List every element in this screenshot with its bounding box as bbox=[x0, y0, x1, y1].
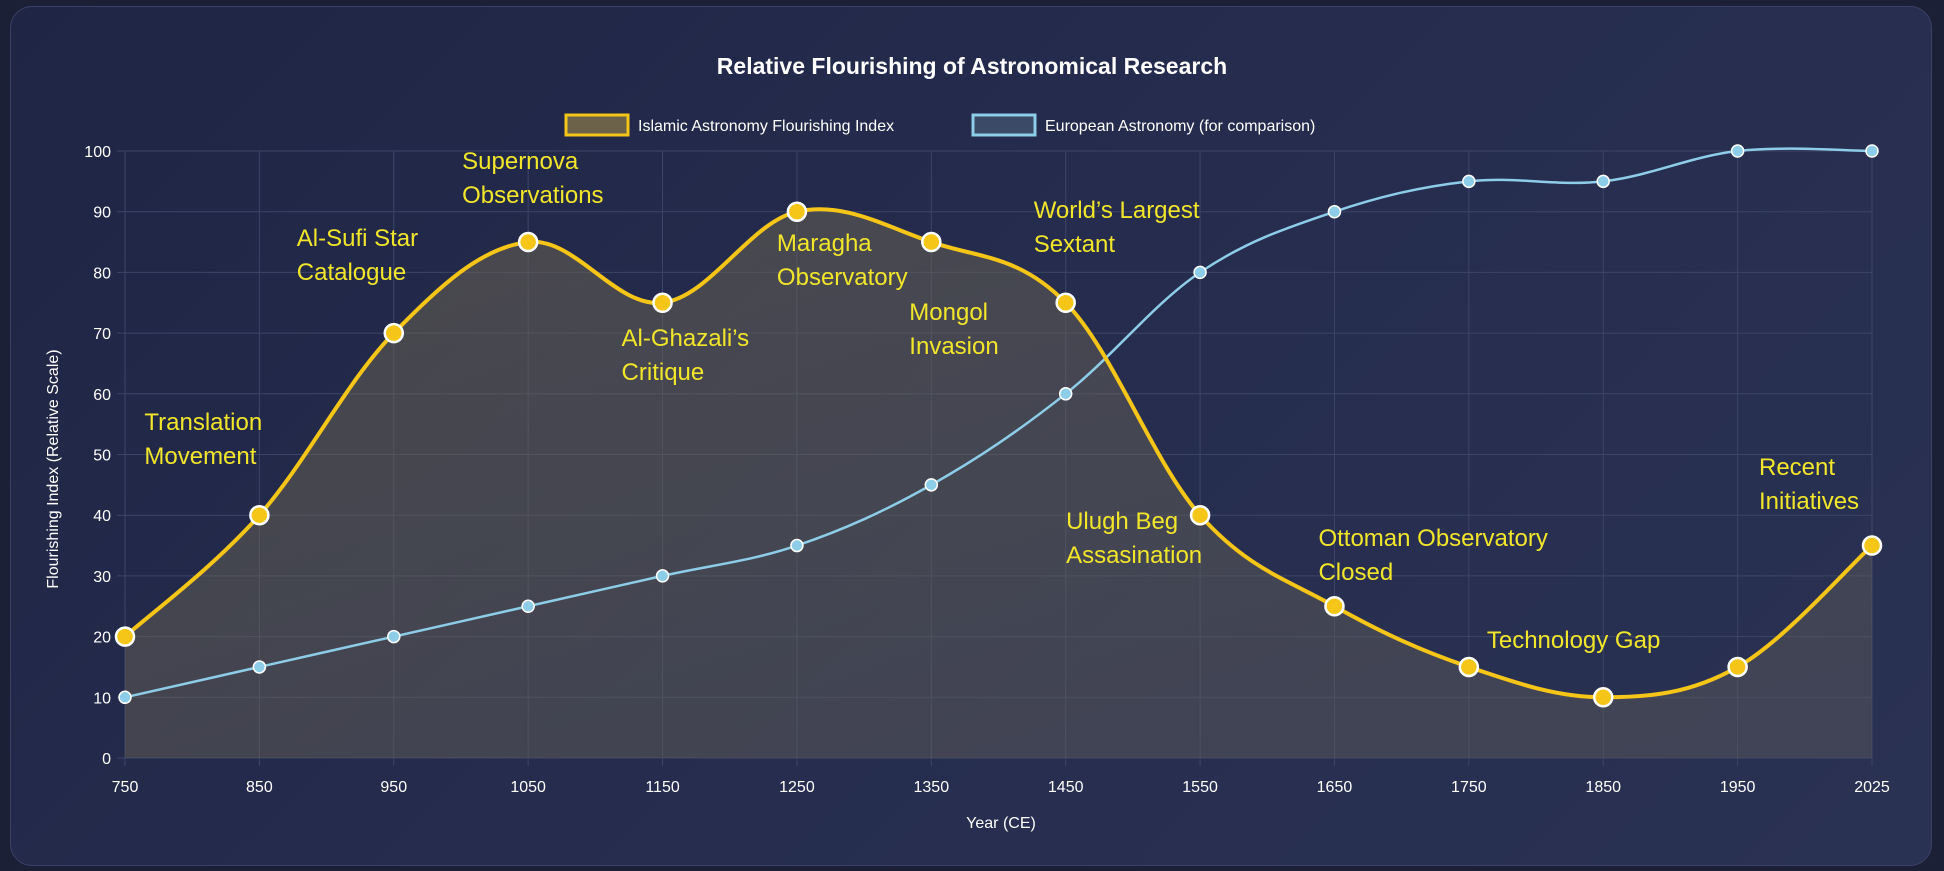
y-axis-label: Flourishing Index (Relative Scale) bbox=[45, 349, 62, 588]
x-tick-label: 950 bbox=[380, 779, 407, 796]
point-european[interactable] bbox=[1193, 265, 1207, 280]
point-islamic[interactable] bbox=[1324, 596, 1345, 617]
point-european[interactable] bbox=[924, 478, 939, 492]
y-tick-label: 40 bbox=[93, 508, 111, 525]
y-tick-label: 10 bbox=[93, 690, 111, 707]
annotation-label: Technology Gap bbox=[1487, 627, 1660, 654]
x-tick-label: 1950 bbox=[1720, 779, 1756, 796]
point-islamic[interactable] bbox=[1592, 687, 1614, 708]
point-european[interactable] bbox=[655, 569, 670, 583]
annotation-label: Ottoman Observatory Closed bbox=[1318, 525, 1547, 586]
point-european[interactable] bbox=[790, 538, 804, 553]
point-european[interactable] bbox=[118, 690, 132, 705]
y-tick-label: 20 bbox=[93, 630, 111, 647]
point-european[interactable] bbox=[1865, 144, 1879, 158]
y-tick-label: 30 bbox=[93, 569, 111, 586]
annotation-label: Al-Sufi Star Catalogue bbox=[297, 225, 418, 286]
point-european[interactable] bbox=[521, 599, 535, 613]
y-tick-label: 80 bbox=[93, 265, 111, 282]
point-european[interactable] bbox=[1327, 204, 1342, 219]
annotation-label: Supernova Observations bbox=[462, 148, 603, 209]
point-islamic[interactable] bbox=[1727, 656, 1748, 678]
axis-ticks: 0 10 20 30 40 50 60 70 80 90 100 750 850 950 1050 1150 1… bbox=[84, 144, 1890, 796]
point-islamic[interactable] bbox=[517, 231, 539, 253]
point-islamic[interactable] bbox=[786, 201, 808, 222]
x-tick-label: 1250 bbox=[779, 779, 815, 796]
x-tick-label: 1450 bbox=[1048, 779, 1084, 796]
annotation-label: World’s Largest Sextant bbox=[1034, 197, 1200, 258]
y-tick-label: 70 bbox=[93, 326, 111, 343]
point-european[interactable] bbox=[387, 629, 401, 644]
x-tick-label: 850 bbox=[246, 779, 273, 796]
point-european[interactable] bbox=[252, 660, 267, 674]
point-islamic[interactable] bbox=[1189, 504, 1211, 526]
x-tick-label: 1150 bbox=[645, 779, 680, 796]
annotations: Translation Movement Al-Sufi Star Catalogue… bbox=[144, 148, 1859, 654]
point-european[interactable] bbox=[1596, 174, 1610, 189]
y-tick-label: 60 bbox=[93, 387, 111, 404]
y-tick-label: 100 bbox=[84, 144, 111, 161]
x-tick-label: 1350 bbox=[914, 779, 950, 796]
series-points bbox=[114, 144, 1883, 708]
point-islamic[interactable] bbox=[1861, 535, 1883, 556]
annotation-label: Maragha Observatory bbox=[777, 230, 908, 291]
point-islamic[interactable] bbox=[1458, 656, 1480, 678]
point-islamic[interactable] bbox=[921, 231, 942, 253]
x-tick-label: 1550 bbox=[1182, 779, 1218, 796]
point-islamic[interactable] bbox=[249, 504, 270, 526]
point-european[interactable] bbox=[1730, 144, 1745, 158]
series-line-european bbox=[124, 147, 1873, 699]
x-tick-label: 2025 bbox=[1854, 779, 1890, 796]
x-tick-label: 1750 bbox=[1451, 779, 1487, 796]
y-tick-label: 0 bbox=[102, 751, 111, 768]
point-european[interactable] bbox=[1462, 174, 1476, 189]
legend-label-european[interactable]: European Astronomy (for comparison) bbox=[1045, 118, 1315, 135]
x-tick-label: 750 bbox=[112, 779, 139, 796]
legend-label-islamic[interactable]: Islamic Astronomy Flourishing Index bbox=[638, 118, 894, 135]
x-tick-label: 1650 bbox=[1317, 779, 1353, 796]
chart-title: Relative Flourishing of Astronomical Res… bbox=[717, 53, 1227, 79]
legend-swatch-islamic[interactable] bbox=[564, 113, 630, 137]
point-islamic[interactable] bbox=[1055, 292, 1076, 313]
annotation-label: Al-Ghazali’s Critique bbox=[622, 325, 750, 386]
y-tick-label: 50 bbox=[93, 448, 111, 465]
point-islamic[interactable] bbox=[383, 322, 405, 344]
annotation-label: Ulugh Beg Assasination bbox=[1066, 508, 1202, 569]
point-european[interactable] bbox=[1058, 387, 1073, 401]
legend-swatch-european[interactable] bbox=[971, 113, 1037, 137]
x-axis-label: Year (CE) bbox=[966, 815, 1036, 832]
area-fill bbox=[125, 209, 1872, 758]
annotation-label: Mongol Invasion bbox=[909, 299, 998, 360]
x-tick-label: 1050 bbox=[510, 779, 546, 796]
y-tick-label: 90 bbox=[93, 205, 111, 222]
point-islamic[interactable] bbox=[652, 292, 673, 313]
annotation-label: Recent Initiatives bbox=[1759, 454, 1859, 515]
x-tick-label: 1850 bbox=[1585, 779, 1621, 796]
annotation-label: Translation Movement bbox=[144, 409, 262, 470]
point-islamic[interactable] bbox=[114, 626, 136, 647]
series-area-islamic bbox=[125, 209, 1872, 758]
legend[interactable]: Islamic Astronomy Flourishing Index Euro… bbox=[564, 113, 1315, 137]
